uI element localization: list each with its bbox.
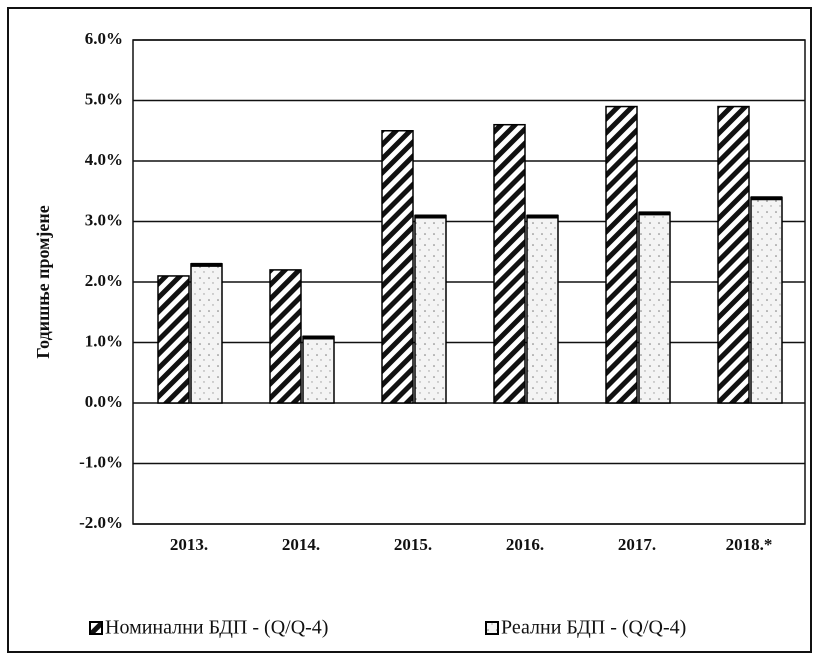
y-tick-label: -1.0%: [79, 452, 123, 471]
bar: [414, 214, 447, 404]
x-tick-label: 2018.*: [726, 535, 773, 554]
bar: [717, 105, 750, 404]
legend-swatch: [485, 621, 499, 635]
bar: [381, 130, 414, 404]
y-tick-label: 5.0%: [85, 89, 123, 108]
y-tick-label: -2.0%: [79, 513, 123, 532]
y-tick-label: 1.0%: [85, 331, 123, 350]
y-axis-label: Годишње промјене: [33, 205, 53, 359]
legend-label: Номинални БДП - (Q/Q-4): [105, 617, 328, 639]
bar: [526, 214, 559, 404]
y-tick-label: 0.0%: [85, 392, 123, 411]
x-tick-label: 2015.: [394, 535, 432, 554]
x-tick-label: 2017.: [618, 535, 656, 554]
bar: [750, 196, 783, 404]
bar: [605, 105, 638, 404]
frame: [7, 7, 812, 653]
x-tick-label: 2014.: [282, 535, 320, 554]
bar: [302, 335, 335, 404]
bar: [157, 275, 190, 404]
bar: [269, 269, 302, 404]
plot-border: [132, 39, 806, 525]
legend-swatch: [89, 621, 103, 635]
y-tick-label: 4.0%: [85, 150, 123, 169]
x-tick-label: 2016.: [506, 535, 544, 554]
x-tick-label: 2013.: [170, 535, 208, 554]
legend-label: Реални БДП - (Q/Q-4): [501, 617, 686, 639]
y-tick-label: 3.0%: [85, 210, 123, 229]
bar: [638, 211, 671, 404]
bar: [190, 263, 223, 404]
bar: [493, 123, 526, 404]
y-tick-label: 6.0%: [85, 29, 123, 48]
y-tick-label: 2.0%: [85, 271, 123, 290]
